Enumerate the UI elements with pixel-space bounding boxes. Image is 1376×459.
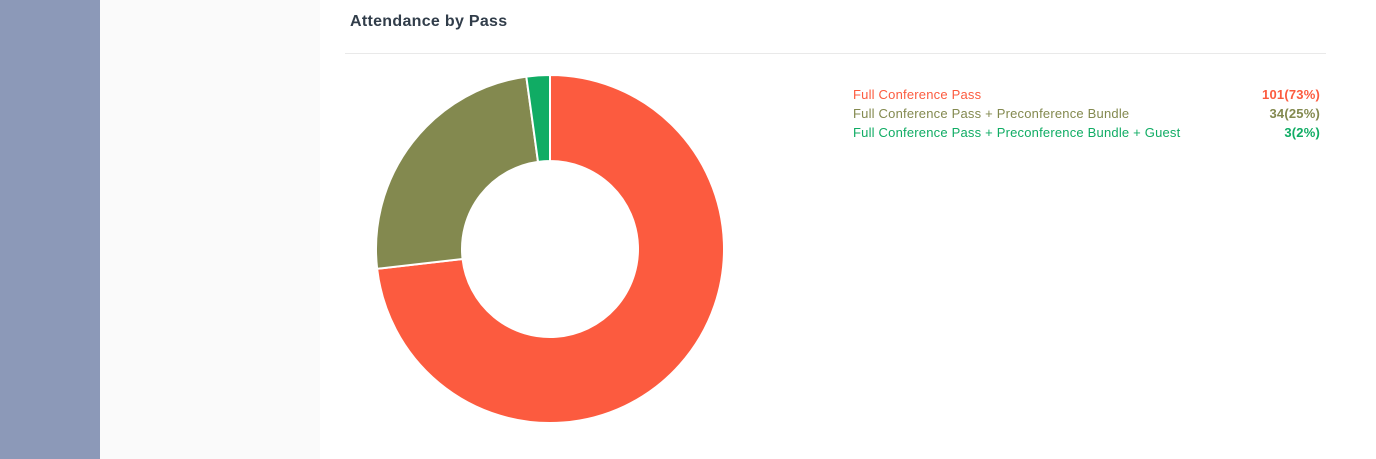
legend-label: Full Conference Pass + Preconference Bun… xyxy=(853,106,1130,121)
chart-legend: Full Conference Pass 101(73%) Full Confere… xyxy=(853,85,1320,142)
donut-segment-0[interactable] xyxy=(376,73,725,424)
donut-segment-2[interactable] xyxy=(525,73,551,163)
legend-label: Full Conference Pass + Preconference Bun… xyxy=(853,125,1181,140)
attendance-by-pass-card: Attendance by Pass Full Conference Pass 1… xyxy=(345,0,1326,459)
legend-row-2[interactable]: Full Conference Pass + Preconference Bun… xyxy=(853,123,1320,142)
card-title: Attendance by Pass xyxy=(350,13,508,30)
donut-segment-1[interactable] xyxy=(375,75,540,270)
legend-row-0[interactable]: Full Conference Pass 101(73%) xyxy=(853,85,1320,104)
legend-label: Full Conference Pass xyxy=(853,87,982,102)
legend-value: 3(2%) xyxy=(1284,125,1320,140)
legend-row-1[interactable]: Full Conference Pass + Preconference Bun… xyxy=(853,104,1320,123)
card-divider xyxy=(345,53,1326,54)
legend-value: 101(73%) xyxy=(1262,87,1320,102)
legend-value: 34(25%) xyxy=(1269,106,1320,121)
attendance-donut-chart[interactable] xyxy=(374,73,726,425)
main-content: Attendance by Pass Full Conference Pass 1… xyxy=(320,0,1376,459)
secondary-sidebar-panel xyxy=(100,0,320,459)
left-nav-sidebar[interactable] xyxy=(0,0,100,459)
